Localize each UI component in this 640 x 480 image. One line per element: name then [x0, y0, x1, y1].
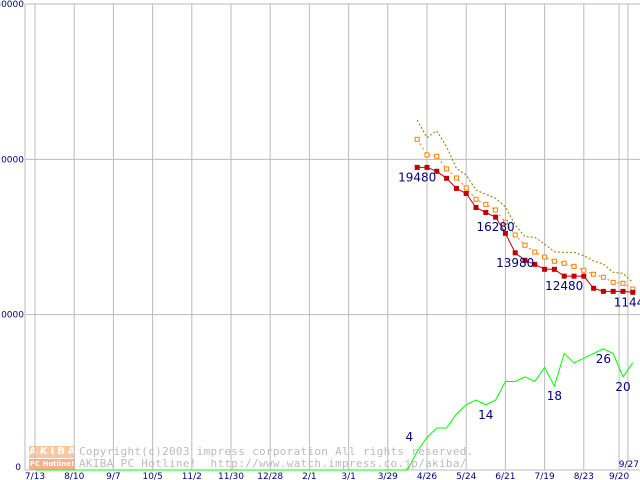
x-tick-label: 9/20	[609, 472, 629, 480]
data-point-low	[561, 273, 567, 279]
data-point-average	[453, 175, 459, 181]
data-point-low	[424, 164, 430, 170]
x-tick-label: 11/30	[218, 472, 244, 480]
x-tick-label: 10/5	[142, 472, 162, 480]
x-tick-label: 6/21	[495, 472, 515, 480]
series-line-high	[416, 119, 634, 284]
y-tick-label: 10000	[0, 311, 24, 321]
grid	[24, 3, 640, 471]
data-label-count: 14	[478, 408, 493, 422]
data-point-average	[463, 185, 469, 191]
data-label-low: 19480	[398, 170, 436, 184]
y-tick-label: 20000	[0, 155, 24, 165]
x-tick-label: 4/26	[417, 472, 437, 480]
data-point-low	[444, 175, 450, 181]
data-point-low	[571, 273, 577, 279]
data-point-low	[434, 168, 440, 174]
data-label-low: 11440	[614, 295, 640, 309]
data-point-low	[502, 230, 508, 236]
data-point-low	[532, 261, 538, 267]
x-tick-label: 8/23	[574, 472, 594, 480]
data-label-count: 18	[547, 389, 562, 403]
data-point-average	[483, 201, 489, 207]
data-point-low	[551, 266, 557, 272]
data-point-average	[444, 166, 450, 172]
data-point-average	[600, 274, 606, 280]
x-tick-label: 9/7	[106, 472, 120, 480]
data-point-low	[542, 266, 548, 272]
data-label-low: 13980	[496, 256, 534, 270]
x-tick-label: 7/19	[534, 472, 554, 480]
data-label-count: 4	[406, 430, 414, 444]
x-tick-label: 2/1	[302, 472, 316, 480]
x-tick-label: 5/24	[456, 472, 476, 480]
data-point-average	[561, 260, 567, 266]
data-point-low	[493, 214, 499, 220]
data-point-average	[571, 263, 577, 269]
data-label-count: 26	[596, 352, 611, 366]
data-point-average	[610, 279, 616, 285]
data-point-low	[512, 250, 518, 256]
series-layer	[35, 119, 636, 471]
y-tick-label: 0	[15, 463, 21, 473]
x-tick-label: 11/2	[182, 472, 202, 480]
data-point-low	[630, 289, 636, 295]
series-line-low	[417, 166, 633, 293]
data-point-low	[620, 288, 626, 294]
x-tick-label: 9/27	[619, 460, 639, 470]
x-tick-label: 8/10	[64, 472, 84, 480]
data-point-average	[414, 136, 420, 142]
data-point-average	[522, 242, 528, 248]
x-tick-label: 3/1	[341, 472, 355, 480]
data-point-low	[483, 209, 489, 215]
series-line-count	[35, 348, 634, 471]
data-point-low	[522, 257, 528, 263]
data-point-average	[473, 196, 479, 202]
data-point-low	[463, 191, 469, 197]
data-point-average	[434, 153, 440, 159]
data-point-average	[551, 258, 557, 264]
data-point-average	[424, 152, 430, 158]
x-tick-label: 7/13	[25, 472, 45, 480]
data-point-average	[512, 232, 518, 238]
data-point-low	[581, 273, 587, 279]
data-label-low: 16280	[477, 220, 515, 234]
y-tick-label: 30000	[0, 0, 24, 10]
data-label-count: 20	[615, 380, 630, 394]
data-label-low: 12480	[545, 279, 583, 293]
data-point-average	[542, 254, 548, 260]
data-point-low	[591, 285, 597, 291]
data-point-low	[414, 164, 420, 170]
data-point-low	[600, 288, 606, 294]
data-point-average	[493, 207, 499, 213]
data-point-average	[532, 249, 538, 255]
data-point-low	[473, 204, 479, 210]
data-point-average	[620, 280, 626, 286]
data-point-average	[581, 267, 587, 273]
data-point-low	[453, 185, 459, 191]
x-tick-label: 12/28	[257, 472, 283, 480]
data-point-low	[610, 288, 616, 294]
x-tick-label: 3/29	[378, 472, 398, 480]
data-point-average	[502, 219, 508, 225]
data-point-average	[591, 271, 597, 277]
